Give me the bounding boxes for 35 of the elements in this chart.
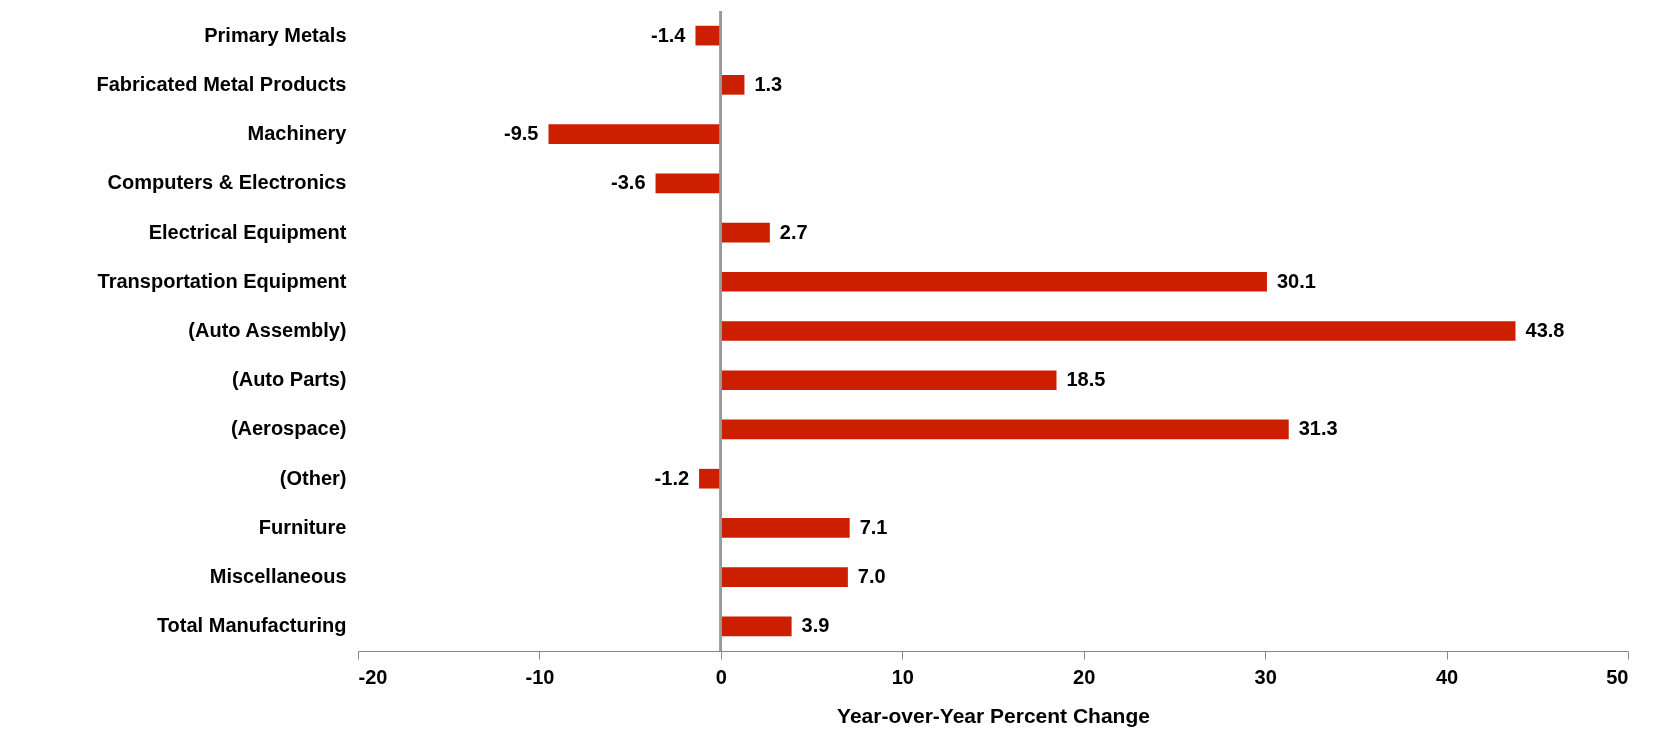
y-tick-label: (Aerospace) xyxy=(230,417,347,440)
data-label: 30.1 xyxy=(1276,269,1316,292)
y-tick-label: (Auto Parts) xyxy=(232,368,347,391)
x-tick-label: -20 xyxy=(358,665,388,688)
data-label: 31.3 xyxy=(1298,417,1338,440)
y-tick-label: (Other) xyxy=(279,466,347,489)
x-tick-label: 10 xyxy=(891,665,914,688)
data-label: 3.9 xyxy=(801,614,830,637)
data-label: 18.5 xyxy=(1066,368,1106,391)
y-tick-label: Miscellaneous xyxy=(209,565,347,588)
y-tick-label: Fabricated Metal Products xyxy=(96,72,347,95)
y-tick-label: Primary Metals xyxy=(204,23,347,46)
data-label: -1.4 xyxy=(650,23,687,46)
y-tick-label: Machinery xyxy=(247,122,348,145)
x-tick-label: 50 xyxy=(1606,665,1629,688)
data-label: 43.8 xyxy=(1525,319,1565,341)
data-label: 1.3 xyxy=(754,72,783,95)
y-tick-label: (Auto Assembly) xyxy=(188,319,347,341)
x-tick-label: 40 xyxy=(1435,665,1459,688)
data-label: 7.1 xyxy=(859,515,888,538)
y-tick-label: Total Manufacturing xyxy=(156,614,347,637)
x-tick-label: 30 xyxy=(1254,665,1277,688)
x-tick-label: 20 xyxy=(1073,665,1096,688)
x-tick-label: -10 xyxy=(525,665,555,688)
y-tick-label: Computers & Electronics xyxy=(107,171,347,194)
y-tick-label: Electrical Equipment xyxy=(148,220,347,243)
data-label: 7.0 xyxy=(857,565,886,588)
data-label: -1.2 xyxy=(654,466,690,489)
y-tick-label: Transportation Equipment xyxy=(97,269,347,292)
data-label: -9.5 xyxy=(504,122,539,145)
data-label: -3.6 xyxy=(611,171,646,194)
data-label: 2.7 xyxy=(779,220,808,243)
y-tick-label: Furniture xyxy=(258,515,347,538)
x-axis-title: Year-over-Year Percent Change xyxy=(837,703,1150,727)
x-tick-label: 0 xyxy=(715,665,727,688)
